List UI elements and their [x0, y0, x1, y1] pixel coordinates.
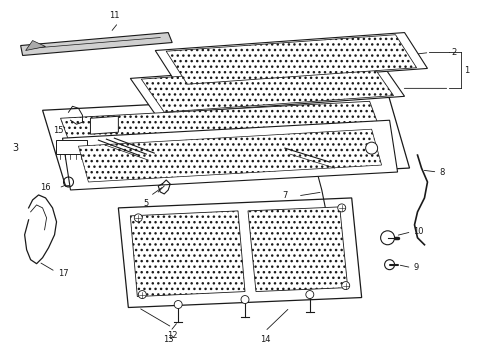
Circle shape [306, 291, 314, 298]
Text: 15: 15 [53, 126, 64, 135]
Polygon shape [141, 63, 393, 112]
Text: 6: 6 [237, 163, 242, 172]
Text: 12: 12 [167, 332, 177, 341]
Circle shape [134, 214, 142, 222]
Text: 3: 3 [13, 143, 19, 153]
Circle shape [138, 291, 147, 298]
Text: 7: 7 [283, 192, 288, 201]
Polygon shape [248, 207, 348, 292]
Text: 14: 14 [260, 336, 270, 345]
Circle shape [241, 296, 249, 303]
Polygon shape [78, 129, 382, 182]
Polygon shape [91, 116, 119, 134]
Text: 5: 5 [144, 199, 149, 208]
Polygon shape [43, 92, 410, 186]
Circle shape [338, 204, 346, 212]
Circle shape [174, 301, 182, 309]
Text: 13: 13 [163, 336, 173, 345]
Circle shape [342, 282, 350, 289]
Polygon shape [25, 41, 46, 50]
Polygon shape [155, 32, 427, 86]
Text: 8: 8 [440, 167, 445, 176]
Text: 11: 11 [109, 11, 120, 20]
Text: 17: 17 [58, 269, 69, 278]
Text: 6: 6 [87, 152, 93, 161]
Circle shape [366, 142, 378, 154]
Text: 9: 9 [414, 263, 419, 272]
Text: 1: 1 [465, 66, 469, 75]
Polygon shape [63, 120, 397, 190]
Text: 4: 4 [106, 145, 111, 154]
Bar [55, 140, 87, 154]
Polygon shape [130, 211, 245, 297]
Polygon shape [21, 32, 172, 55]
Polygon shape [119, 198, 362, 307]
Text: 10: 10 [414, 227, 424, 236]
Text: 2: 2 [451, 48, 457, 57]
Text: 16: 16 [40, 184, 50, 193]
Polygon shape [130, 60, 405, 114]
Polygon shape [61, 101, 392, 178]
Polygon shape [166, 35, 416, 84]
